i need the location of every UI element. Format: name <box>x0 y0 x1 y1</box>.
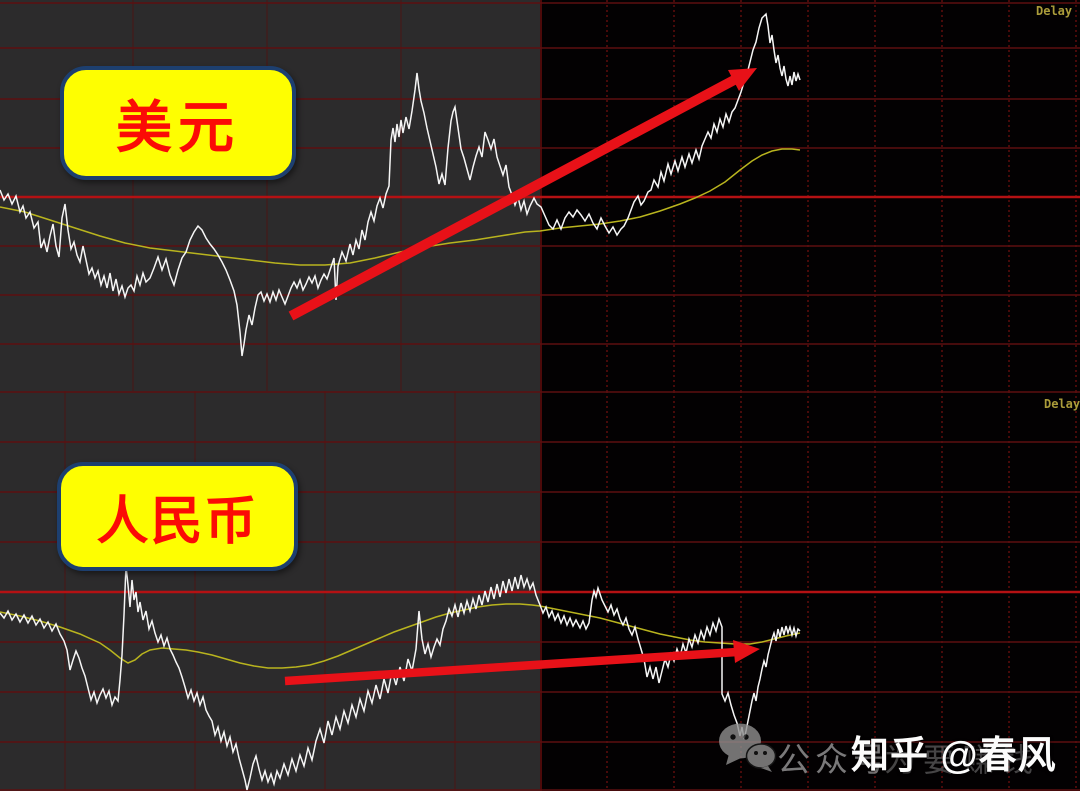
wechat-watermark-text: 公众号 <box>777 741 891 778</box>
wechat-icon <box>716 722 778 777</box>
delay-label-bottom: Delay <box>1044 397 1080 411</box>
price-line <box>0 12 801 357</box>
price-line <box>0 565 801 791</box>
trend-arrow-shaft <box>284 647 738 686</box>
chart-bg-right <box>540 0 1080 391</box>
delay-label-top: Delay <box>1036 4 1073 18</box>
trend-arrow-head <box>728 68 757 91</box>
currency-label-usd-text: 美元 <box>116 95 240 159</box>
trend-arrow-shaft <box>288 74 739 321</box>
currency-label-usd: 美元 <box>60 66 296 180</box>
trend-arrow-head <box>733 640 760 663</box>
chart-bg-left <box>0 0 540 391</box>
obscured-watermark-text: 为要赚钱 <box>884 742 1041 778</box>
currency-label-cny-text: 人民币 <box>96 493 259 551</box>
ma-line <box>0 148 801 266</box>
zhihu-watermark-text: 知乎 @春风君 <box>851 735 1057 791</box>
ma-line <box>0 603 801 669</box>
currency-label-cny: 人民币 <box>57 462 298 571</box>
